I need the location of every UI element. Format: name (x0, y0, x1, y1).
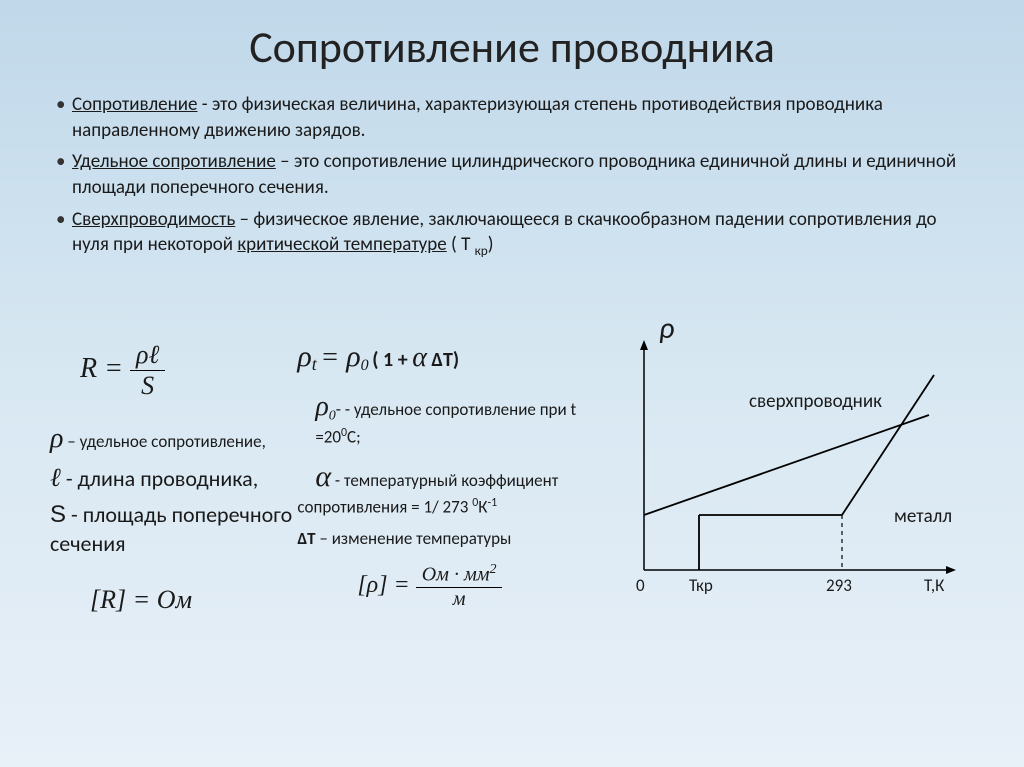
rho-sym: ρ (50, 423, 63, 454)
bullet-3-end: ( Т (447, 233, 475, 256)
bullet-3-under: критической температуре (237, 233, 446, 256)
rho0-sym: ρ (315, 391, 328, 422)
bullet-list: Сопротивление - это физическая величина,… (50, 92, 974, 260)
rhot-open: ( 1 + (372, 348, 412, 372)
R-unit-open: [ (90, 585, 100, 614)
R-unit: [R] = Ом (90, 585, 297, 615)
axis-x-arrow (946, 566, 956, 574)
dT-sym: ΔT (297, 528, 315, 549)
rhot-eq: = (320, 342, 346, 373)
R-ell: ℓ (149, 340, 160, 369)
mid-descs: ρ0- - удельное сопротивление при t =200C… (297, 389, 604, 550)
rho-unit: [ρ] = Ом · мм2 м (357, 562, 604, 611)
rho-unit-num: Ом · мм (422, 564, 490, 586)
rhot-rho: ρ (297, 340, 311, 373)
rho0-dash: - (336, 399, 345, 420)
R-eq: = (97, 353, 130, 384)
chart-metal-label: металл (894, 505, 952, 528)
formula-rhot: ρt = ρ0 ( 1 + α ΔT) (297, 340, 604, 375)
R-S: S (130, 371, 165, 401)
alpha-u3: -1 (487, 496, 497, 510)
chart-tkr: Ткр (689, 575, 713, 596)
R-unit-val: Ом (157, 585, 192, 614)
R-unit-R: R (100, 585, 116, 614)
R-rho: ρ (136, 340, 148, 369)
dT-desc: – изменение температуры (316, 528, 512, 549)
rhot-rho0: ρ (346, 340, 360, 373)
rho0-c: C; (347, 426, 361, 447)
bullet-2-prefix: Удельное сопротивление (72, 150, 276, 173)
rhot-alpha: α (412, 342, 427, 373)
rho-desc: – удельное сопротивление, (63, 431, 265, 452)
bullet-3-sub: кр (475, 242, 488, 259)
rhot-dT: ΔT (427, 348, 453, 372)
bullet-3-paren: ) (488, 233, 494, 256)
col-left: R = ρℓS ρ – удельное сопротивление, ℓ - … (50, 340, 297, 615)
rho-unit-sup: 2 (489, 562, 496, 577)
chart-svg (604, 340, 964, 600)
rho-unit-open: [ (357, 572, 366, 598)
bullet-1: Сопротивление - это физическая величина,… (50, 92, 974, 143)
chart-293: 293 (826, 575, 852, 596)
R-unit-close: ] = (116, 585, 157, 614)
bullet-2: Удельное сопротивление – это сопротивлен… (50, 149, 974, 200)
alpha-sym: α (297, 460, 331, 493)
axis-y-arrow (640, 340, 648, 350)
formulas-row: R = ρℓS ρ – удельное сопротивление, ℓ - … (50, 340, 970, 615)
bullet-3-prefix: Сверхпроводимость (72, 208, 235, 231)
formula-R: R = ρℓS (80, 340, 297, 401)
S-sym: S (50, 501, 66, 528)
ell-desc: - длина проводника, (61, 465, 258, 492)
rho-unit-close: ] = (378, 572, 416, 598)
page-title: Сопротивление проводника (50, 20, 974, 74)
rhot-close: ) (453, 348, 459, 372)
bullet-3: Сверхпроводимость – физическое явление, … (50, 207, 974, 260)
rho0-zero: 0 (329, 409, 336, 424)
left-descs: ρ – удельное сопротивление, ℓ - длина пр… (50, 421, 297, 559)
bullet-1-prefix: Сопротивление (72, 93, 198, 116)
resistance-chart: ρ сверхпроводник металл 0 Ткр 293 Т,К (604, 340, 954, 610)
col-mid: ρt = ρ0 ( 1 + α ΔT) ρ0- - удельное сопро… (297, 340, 604, 615)
ell-sym: ℓ (50, 463, 61, 492)
chart-ylabel: ρ (659, 310, 674, 347)
S-desc: - площадь поперечного сечения (50, 501, 292, 557)
col-right: ρ сверхпроводник металл 0 Ткр 293 Т,К (604, 340, 970, 615)
rho-unit-rho: ρ (367, 572, 379, 598)
rhot-t: t (312, 354, 317, 374)
chart-zero: 0 (636, 575, 645, 596)
R-sym: R (80, 353, 97, 384)
rhot-zero: 0 (361, 357, 369, 374)
alpha-desc: - температурный коэффициент сопротивлени… (297, 470, 558, 518)
rho-unit-den: м (416, 588, 503, 611)
metal-line (644, 415, 929, 515)
chart-xaxis: Т,К (924, 575, 944, 596)
chart-super-label: сверхпроводник (749, 390, 882, 413)
